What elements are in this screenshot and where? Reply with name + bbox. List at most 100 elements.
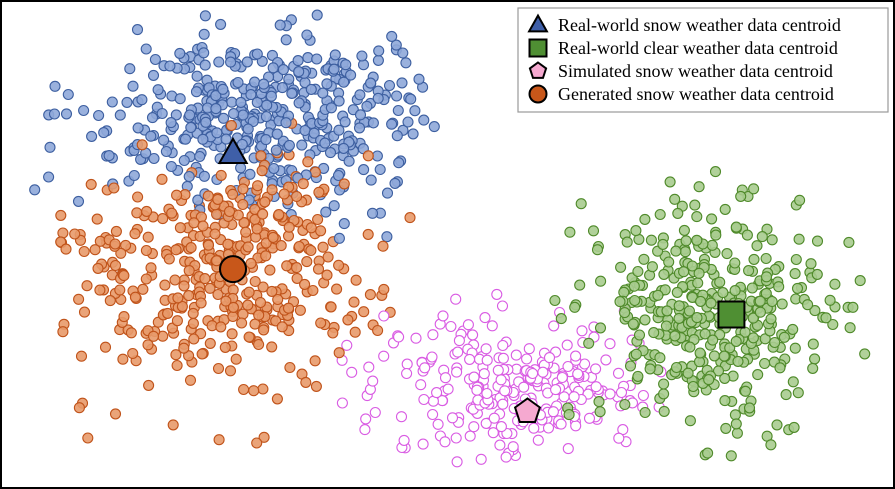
green-data-point	[843, 236, 855, 248]
orange-data-point	[225, 119, 237, 132]
orange-data-point	[215, 169, 227, 181]
green-data-point	[730, 221, 742, 233]
pink-data-point	[450, 293, 462, 305]
orange-data-point	[276, 321, 288, 333]
orange-data-point	[159, 279, 171, 291]
blue-data-point	[235, 162, 247, 174]
pink-data-point	[464, 430, 476, 442]
blue-data-point	[174, 47, 186, 59]
orange-data-point	[212, 193, 224, 205]
blue-data-point	[371, 150, 383, 162]
green-data-point	[756, 231, 768, 243]
green-data-point	[686, 260, 698, 272]
orange-data-point	[94, 284, 106, 296]
green-data-point	[632, 265, 644, 278]
green-data-point	[747, 312, 759, 324]
orange-data-point	[108, 182, 120, 194]
pink-data-point	[537, 366, 549, 378]
green-data-point	[659, 284, 671, 296]
pink-data-point	[432, 418, 444, 430]
pink-data-point	[446, 412, 459, 424]
green-data-point	[766, 234, 778, 246]
blue-data-point	[29, 184, 41, 196]
green-data-point	[632, 370, 644, 382]
green-data-point	[765, 313, 777, 325]
circle-icon	[528, 84, 548, 104]
orange-data-point	[251, 223, 263, 235]
pink-data-point	[499, 385, 511, 397]
legend-label: Real-world snow weather data centroid	[558, 15, 841, 35]
blue-data-point	[199, 59, 211, 71]
orange-data-point	[104, 295, 116, 307]
pink-data-point	[495, 421, 507, 433]
pink-data-point	[494, 439, 506, 451]
orange-data-point	[242, 299, 254, 311]
green-data-point	[754, 306, 766, 318]
green-data-point	[719, 372, 731, 384]
orange-data-point	[127, 347, 139, 360]
blue-data-point	[185, 121, 197, 134]
orange-data-point	[183, 290, 195, 302]
orange-data-point	[294, 304, 306, 316]
green-data-point	[682, 367, 694, 379]
pink-data-point	[479, 312, 491, 324]
orange-data-point	[172, 292, 184, 304]
green-data-point	[789, 268, 801, 280]
green-data-point	[719, 395, 731, 407]
pink-data-point	[572, 368, 584, 380]
blue-data-point	[301, 29, 313, 41]
blue-data-point	[413, 73, 425, 85]
orange-data-point	[204, 337, 216, 349]
orange-data-point	[78, 245, 90, 258]
blue-data-point	[308, 127, 320, 139]
blue-data-point	[338, 218, 350, 230]
blue-data-point	[328, 63, 340, 75]
pink-data-point	[500, 451, 512, 463]
pink-data-point	[445, 320, 457, 333]
orange-data-point	[109, 259, 122, 272]
blue-data-point	[265, 90, 277, 102]
orange-data-point	[342, 314, 354, 326]
green-data-point	[824, 294, 836, 306]
green-data-point	[741, 229, 753, 241]
blue-data-point	[60, 108, 73, 120]
green-data-point	[732, 355, 744, 367]
pink-data-point	[497, 339, 509, 352]
orange-data-point	[145, 262, 157, 274]
orange-data-point	[240, 226, 252, 238]
blue-data-point	[215, 18, 227, 30]
green-data-point	[593, 396, 605, 408]
pink-data-point	[378, 310, 390, 322]
green-data-point	[719, 203, 731, 215]
pink-data-point	[570, 420, 582, 432]
blue-data-point	[217, 83, 229, 95]
orange-data-point	[227, 301, 239, 313]
pink-data-point	[562, 360, 574, 373]
blue-data-point	[396, 77, 408, 89]
pink-data-point	[637, 389, 649, 402]
pink-centroid-marker	[513, 397, 542, 423]
orange-data-point	[178, 280, 190, 292]
pink-data-point	[468, 371, 480, 383]
blue-data-point	[62, 88, 74, 101]
orange-data-point	[258, 431, 270, 443]
green-data-point	[759, 357, 771, 370]
pink-data-point	[495, 374, 507, 386]
orange-data-point	[257, 208, 269, 220]
orange-data-point	[176, 300, 188, 313]
pink-data-point	[367, 375, 379, 387]
pink-data-point	[346, 366, 358, 378]
green-data-point	[629, 294, 641, 307]
green-data-point	[827, 318, 839, 331]
orange-data-point	[222, 238, 234, 250]
orange-data-point	[245, 257, 257, 269]
green-data-point	[591, 244, 604, 256]
orange-data-point	[331, 283, 343, 295]
blue-data-point	[44, 141, 56, 153]
orange-data-point	[282, 302, 295, 314]
orange-data-point	[348, 296, 360, 308]
orange-data-point	[69, 228, 81, 240]
orange-data-point	[99, 341, 112, 353]
orange-data-point	[163, 253, 175, 265]
pink-data-point	[555, 418, 567, 430]
